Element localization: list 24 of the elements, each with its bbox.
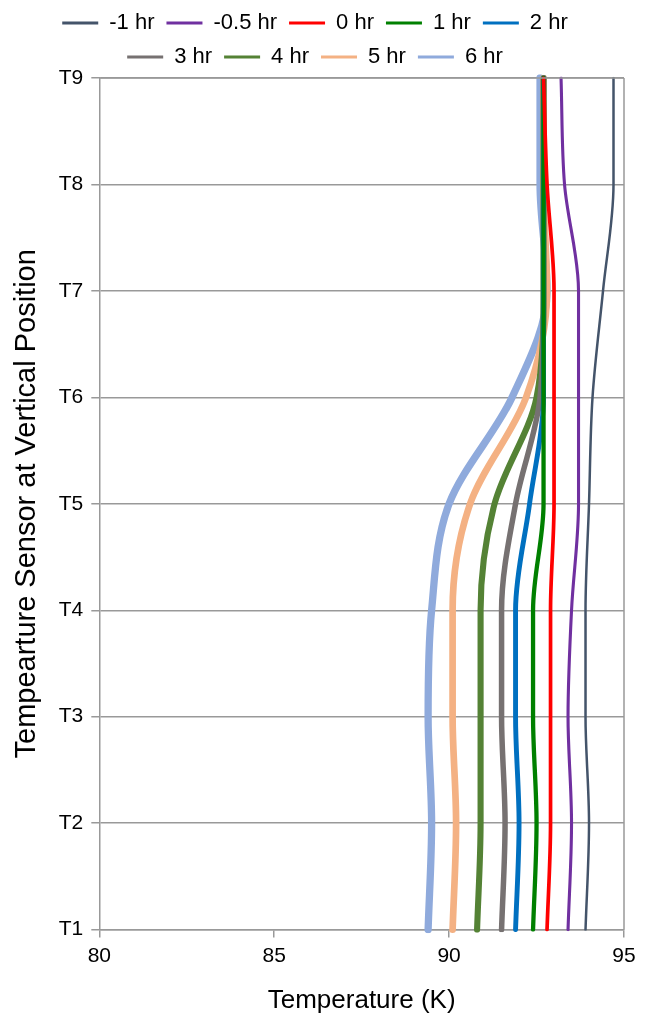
y-tick-label: T1 bbox=[58, 916, 84, 940]
y-tick-label: T5 bbox=[58, 490, 84, 514]
legend-label: -1 hr bbox=[109, 9, 155, 35]
x-tick-label: 95 bbox=[612, 943, 636, 966]
x-tick-label: 90 bbox=[437, 943, 461, 966]
y-axis-title: Tempearture Sensor at Vertical Position bbox=[9, 249, 42, 759]
y-tick-label: T8 bbox=[58, 171, 84, 195]
x-tick-label: 85 bbox=[262, 943, 286, 966]
y-tick-label: T4 bbox=[58, 597, 84, 621]
legend-label: 4 hr bbox=[271, 43, 310, 69]
legend-label: 6 hr bbox=[464, 43, 503, 69]
x-tick-label: 80 bbox=[87, 943, 111, 966]
y-tick-label: T3 bbox=[58, 703, 84, 727]
x-axis-title: Temperature (K) bbox=[267, 983, 456, 1014]
legend-label: 3 hr bbox=[174, 43, 213, 69]
legend-label: 0 hr bbox=[336, 9, 374, 35]
legend-label: -0.5 hr bbox=[213, 9, 278, 35]
y-tick-label: T2 bbox=[58, 809, 84, 833]
legend-label: 2 hr bbox=[529, 9, 568, 35]
legend-label: 1 hr bbox=[432, 9, 471, 35]
y-tick-label: T9 bbox=[58, 64, 84, 88]
y-tick-label: T6 bbox=[58, 384, 84, 408]
y-tick-label: T7 bbox=[58, 277, 84, 301]
legend-label: 5 hr bbox=[368, 43, 406, 69]
